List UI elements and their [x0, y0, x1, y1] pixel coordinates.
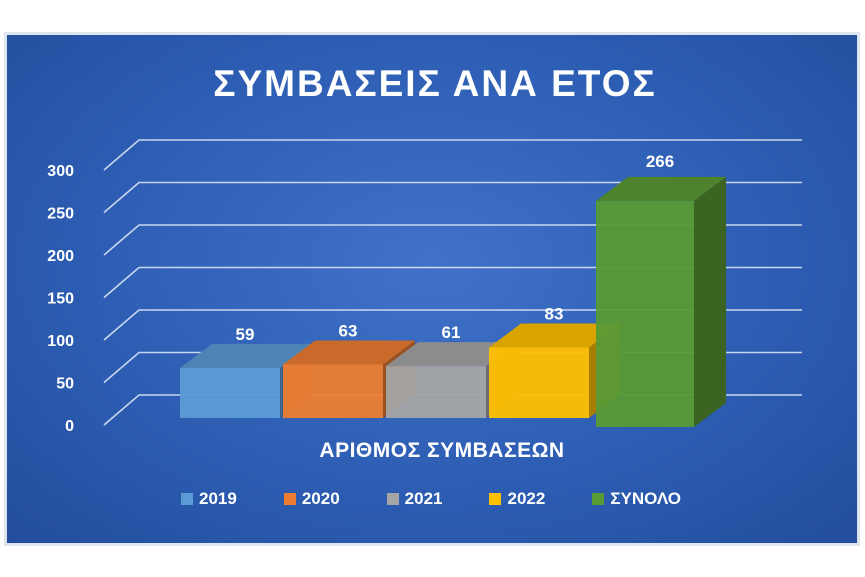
data-label-2019: 59 [236, 325, 255, 344]
legend-label-2020: 2020 [301, 489, 340, 508]
y-tick-label: 100 [47, 333, 74, 350]
data-label-2022: 83 [545, 304, 564, 323]
chart-title: ΣΥΜΒΑΣΕΙΣ ΑΝΑ ΕΤΟΣ [213, 63, 657, 104]
legend-swatch-total [592, 493, 605, 505]
legend-swatch-2019 [181, 493, 193, 505]
bar-front-2019 [180, 367, 280, 418]
legend-label-2022: 2022 [507, 489, 546, 508]
legend-item-total: ΣΥΝΟΛΟ [592, 489, 681, 509]
gridline-150 [103, 266, 802, 299]
y-tick-label: 150 [47, 291, 74, 308]
bar-chart-3d: 0 50 100 150 200 250 300 59 63 61 83 266 [47, 139, 802, 435]
legend-item-2020: 2020 [283, 489, 340, 509]
x-axis-label: ΑΡΙΘΜΟΣ ΣΥΜΒΑΣΕΩΝ [319, 439, 565, 462]
legend-swatch-2020 [283, 493, 296, 505]
legend-label-2021: 2021 [404, 489, 443, 508]
bar-top-ΣΥΝΟΛΟ [596, 176, 726, 201]
legend-item-2021: 2021 [386, 489, 443, 509]
bar-side-ΣΥΝΟΛΟ [694, 176, 726, 427]
gridline-200 [103, 224, 802, 256]
bar-front-2022 [489, 347, 589, 418]
legend-label-2019: 2019 [199, 489, 237, 508]
gridline-300 [103, 139, 802, 171]
data-label-2021: 61 [442, 323, 461, 342]
bar-top-2021 [386, 342, 518, 367]
bar-front-2021 [386, 366, 486, 418]
legend-item-2019: 2019 [181, 489, 237, 509]
y-tick-label: 0 [65, 418, 74, 435]
data-label-ΣΥΝΟΛΟ: 266 [646, 152, 674, 171]
data-label-2020: 63 [339, 321, 358, 340]
legend-swatch-2021 [386, 493, 399, 505]
bar-top-2019 [180, 343, 312, 368]
y-tick-label: 50 [56, 376, 74, 393]
bar-ΣΥΝΟΛΟ [596, 176, 726, 427]
legend: 2019 2020 2021 2022 ΣΥΝΟΛΟ [181, 488, 728, 510]
gridline-250 [103, 181, 802, 214]
legend-swatch-2022 [489, 493, 502, 505]
bar-top-2020 [283, 340, 415, 365]
chart-frame: 0 50 100 150 200 250 300 59 63 61 83 266 ΣΥΜΒΑΣΕΙΣ … [4, 32, 860, 546]
gridline-100 [103, 309, 802, 341]
legend-label-total: ΣΥΝΟΛΟ [610, 489, 682, 508]
bar-front-ΣΥΝΟΛΟ [596, 200, 694, 427]
bar-top-2022 [489, 323, 621, 348]
y-tick-label: 200 [47, 248, 74, 265]
y-tick-label: 300 [47, 163, 74, 180]
legend-item-2022: 2022 [489, 489, 545, 509]
y-tick-label: 250 [47, 206, 74, 223]
bar-front-2020 [283, 364, 383, 418]
